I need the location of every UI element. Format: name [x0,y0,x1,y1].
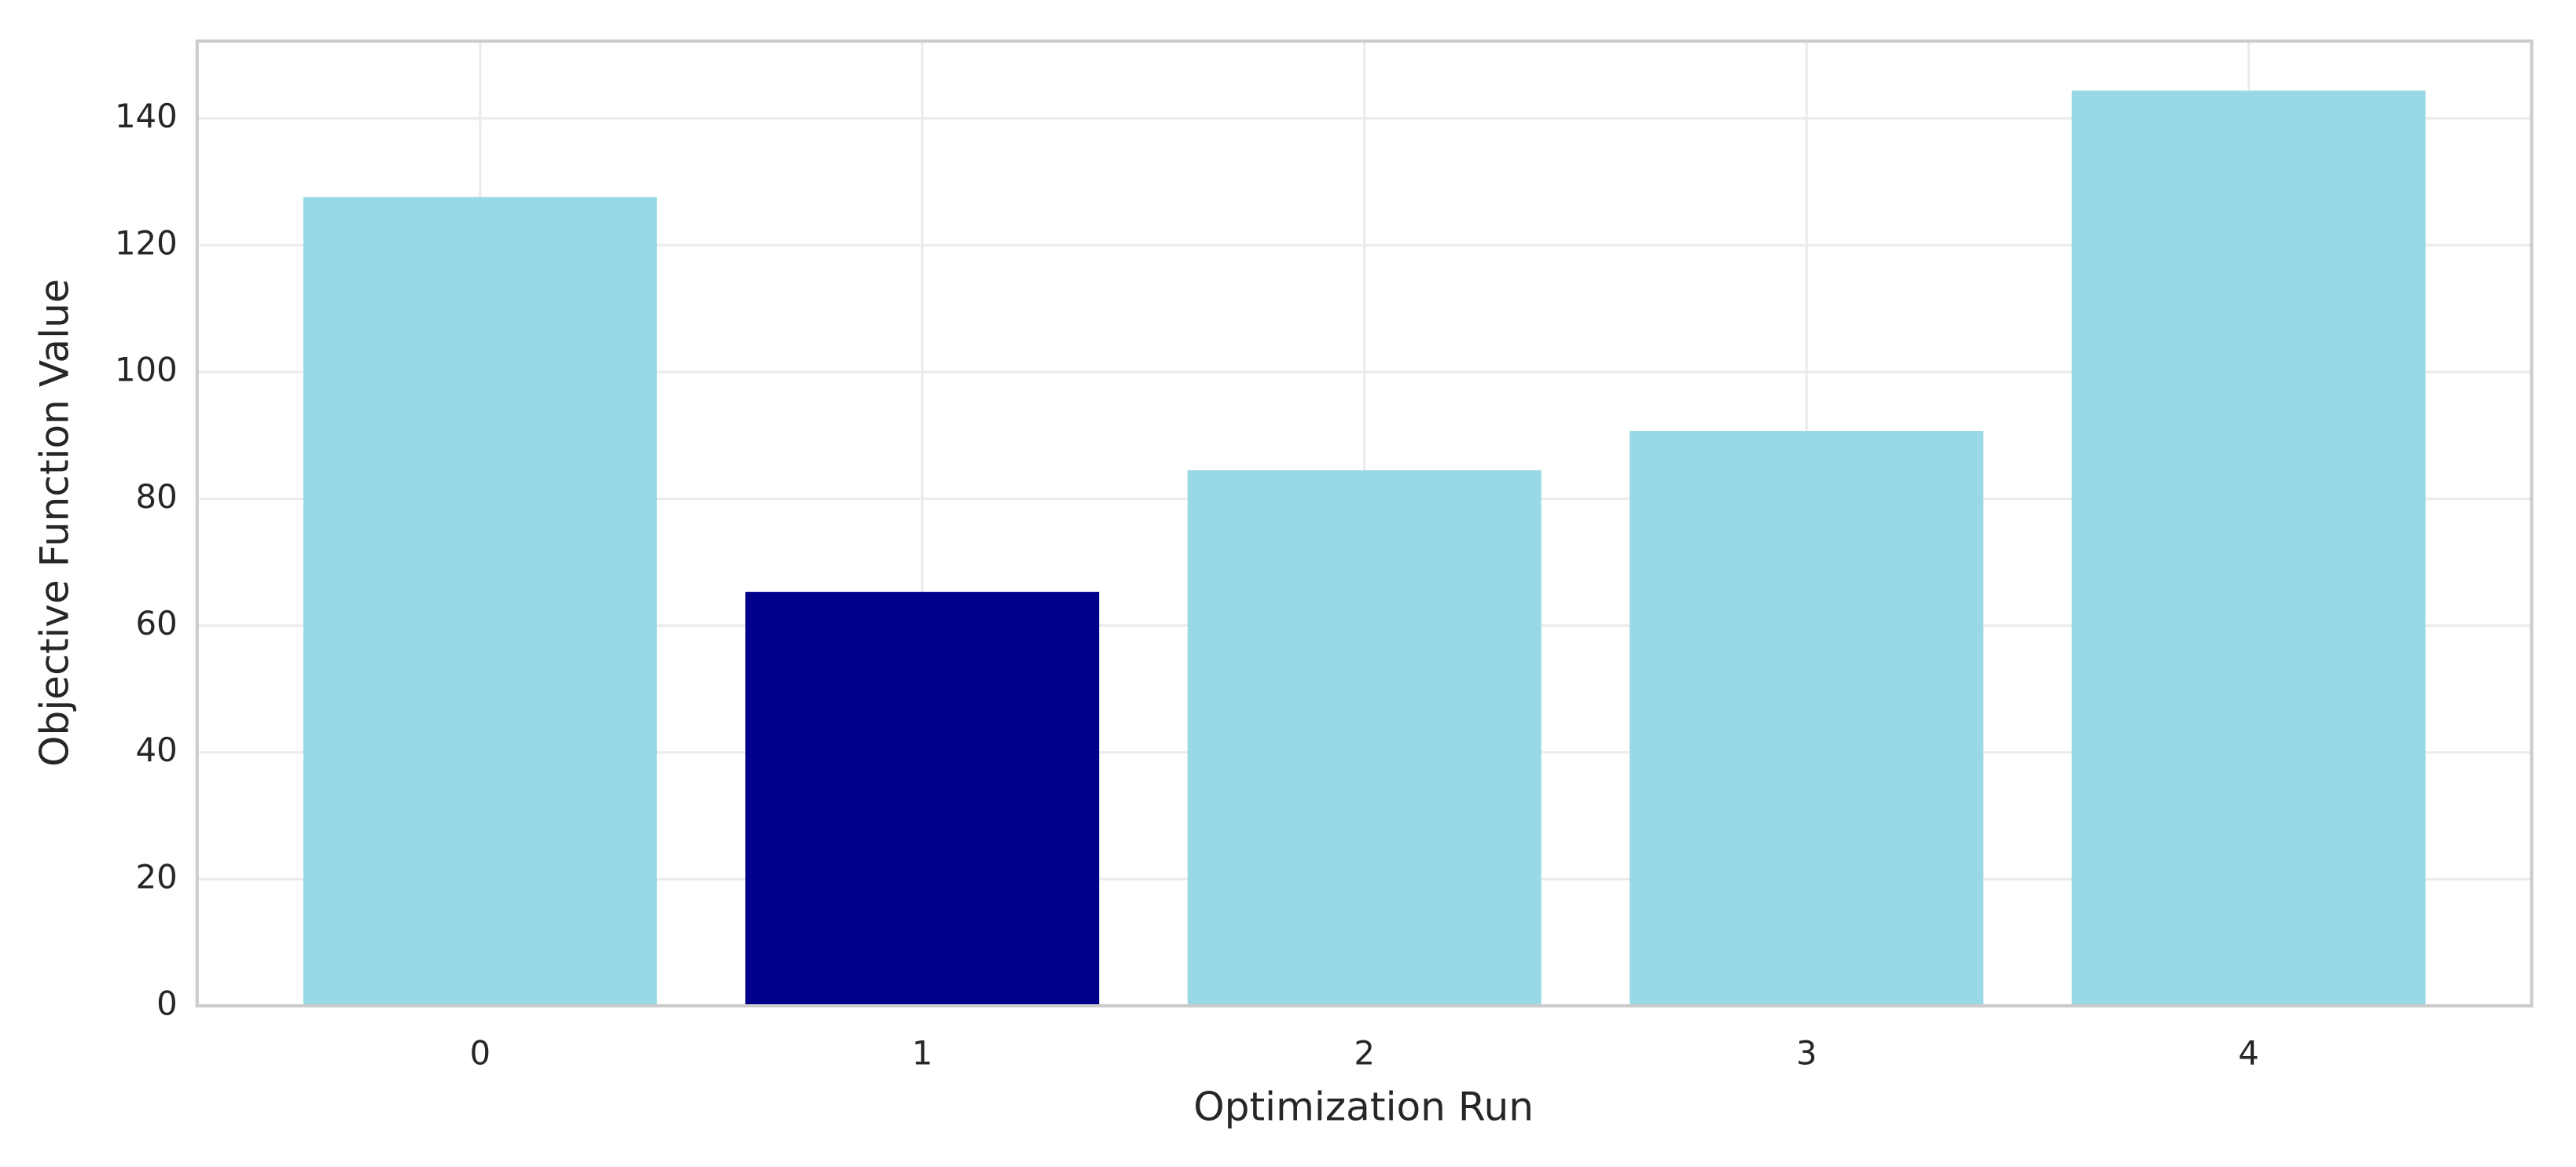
x-axis-label: Optimization Run [1193,1083,1534,1129]
y-tick-label: 20 [136,857,178,896]
bar [303,197,657,1007]
y-tick-label: 60 [136,604,178,642]
bar [1630,431,1984,1007]
x-tick-label: 4 [2238,1033,2259,1072]
y-tick-label: 140 [115,97,178,135]
bar [1187,470,1542,1007]
y-tick-label: 40 [136,731,178,769]
y-tick-label: 0 [156,985,178,1023]
y-tick-label: 80 [136,477,178,516]
plot-frame [195,39,2534,1008]
x-tick-label: 0 [469,1033,491,1072]
y-tick-label: 100 [115,351,178,389]
x-tick-label: 2 [1354,1033,1375,1072]
y-axis-label: Objective Function Value [31,278,78,767]
bar [745,591,1100,1007]
bar [2071,90,2426,1007]
y-tick-label: 120 [115,223,178,262]
x-tick-label: 3 [1796,1033,1817,1072]
x-tick-label: 1 [912,1033,933,1072]
